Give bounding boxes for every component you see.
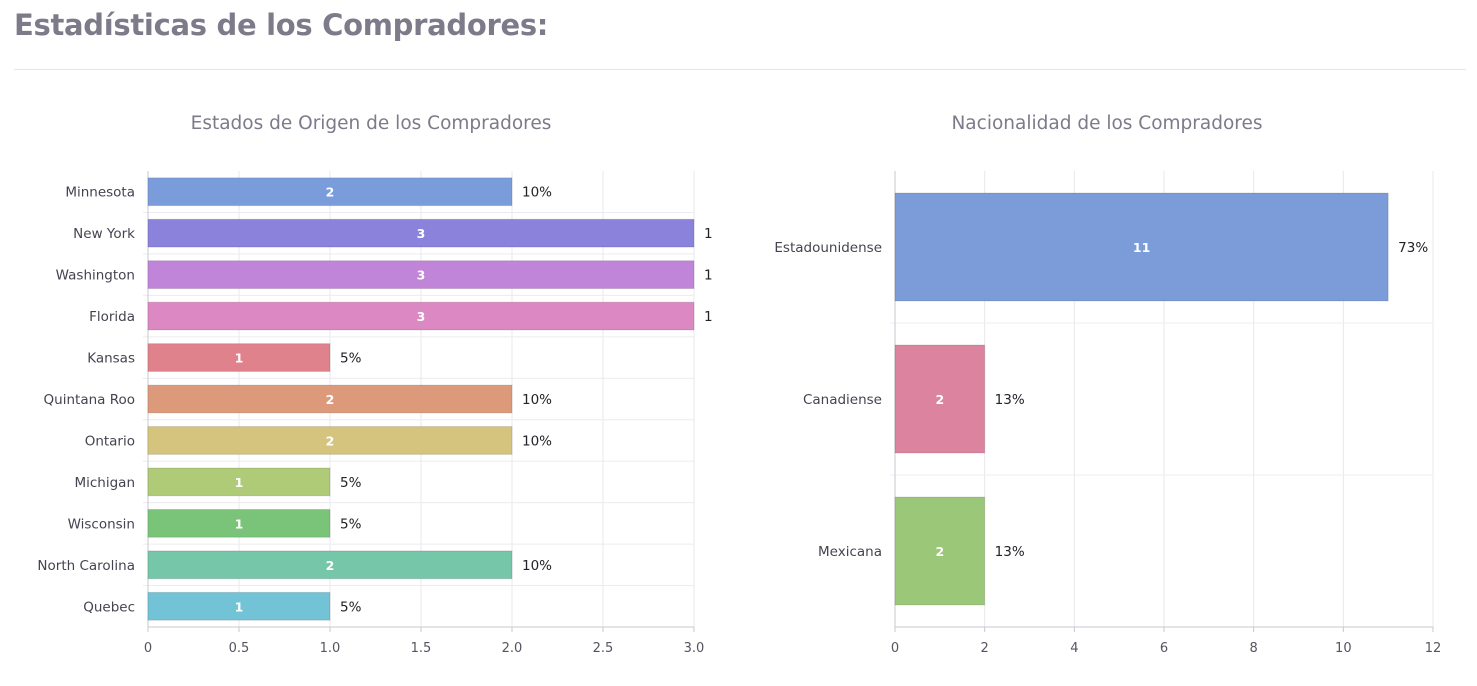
- bar-value-label: 2: [326, 433, 335, 448]
- x-tick-label: 6: [1160, 641, 1168, 656]
- bar-percent-label: 10%: [522, 433, 552, 449]
- x-tick-label: 0: [891, 641, 899, 656]
- bar: [147, 426, 513, 455]
- x-tick-label: 0.5: [229, 641, 250, 656]
- bar: [147, 177, 513, 207]
- category-label: Estadounidense: [774, 240, 882, 256]
- title-divider: [14, 69, 1466, 70]
- bar-value-label: 2: [326, 185, 335, 200]
- bar-percent-label: 10%: [522, 185, 552, 201]
- x-tick-label: 2.5: [593, 641, 614, 656]
- category-label: New York: [73, 226, 135, 242]
- x-tick-label: 1.5: [411, 641, 432, 656]
- x-tick-label: 2.0: [502, 641, 523, 656]
- bar-percent-label: 5%: [340, 475, 362, 491]
- x-tick-label: 12: [1425, 641, 1442, 656]
- bar-value-label: 11: [1133, 240, 1150, 255]
- bar-percent-label: 5%: [340, 599, 362, 615]
- x-tick-label: 1.0: [320, 641, 341, 656]
- bar: [147, 591, 331, 621]
- category-label: North Carolina: [37, 558, 135, 574]
- bar: [894, 192, 1389, 302]
- bar-percent-label: 13%: [995, 392, 1025, 408]
- bar-value-label: 2: [326, 392, 335, 407]
- page-title: Estadísticas de los Compradores:: [14, 8, 549, 42]
- bar-value-label: 3: [417, 226, 426, 241]
- bar: [147, 301, 695, 331]
- bar-value-label: 2: [935, 544, 944, 559]
- bar: [894, 496, 986, 606]
- bar: [147, 467, 331, 497]
- bar: [147, 260, 695, 290]
- category-label: Quebec: [83, 599, 135, 615]
- bar: [147, 343, 331, 372]
- bar-value-label: 2: [935, 392, 944, 407]
- category-label: Mexicana: [818, 544, 882, 560]
- bar: [147, 550, 513, 580]
- x-tick-label: 4: [1070, 641, 1078, 656]
- bar-value-label: 1: [235, 351, 244, 366]
- category-label: Ontario: [85, 433, 135, 449]
- bar-percent-label: 1: [704, 226, 713, 242]
- bar-value-label: 3: [417, 309, 426, 324]
- x-tick-label: 0: [144, 641, 152, 656]
- category-label: Michigan: [74, 475, 135, 491]
- category-label: Canadiense: [803, 392, 882, 408]
- category-label: Quintana Roo: [44, 392, 135, 408]
- bar: [147, 384, 513, 414]
- x-tick-label: 2: [981, 641, 989, 656]
- x-tick-label: 3.0: [684, 641, 705, 656]
- bar-percent-label: 13%: [995, 544, 1025, 560]
- category-label: Wisconsin: [68, 516, 135, 532]
- bar: [147, 218, 695, 248]
- bar-percent-label: 5%: [340, 351, 362, 367]
- bar-percent-label: 10%: [522, 558, 552, 574]
- category-label: Minnesota: [65, 185, 135, 201]
- chart-title-states: Estados de Origen de los Compradores: [190, 113, 552, 134]
- bar-percent-label: 10%: [522, 392, 552, 408]
- bar-value-label: 1: [235, 516, 244, 531]
- bar-value-label: 3: [417, 268, 426, 283]
- bar-percent-label: 73%: [1398, 240, 1428, 256]
- bar-value-label: 2: [326, 558, 335, 573]
- category-label: Florida: [89, 309, 135, 325]
- bar: [894, 344, 986, 454]
- chart-title-nationality: Nacionalidad de los Compradores: [951, 113, 1263, 134]
- bar-percent-label: 1: [704, 268, 713, 284]
- x-tick-label: 10: [1335, 641, 1352, 656]
- bar-value-label: 1: [235, 475, 244, 490]
- bar-percent-label: 1: [704, 309, 713, 325]
- category-label: Kansas: [87, 351, 135, 367]
- bar: [147, 508, 331, 538]
- category-label: Washington: [56, 268, 135, 284]
- x-tick-label: 8: [1250, 641, 1258, 656]
- bar-value-label: 1: [235, 599, 244, 614]
- bar-percent-label: 5%: [340, 516, 362, 532]
